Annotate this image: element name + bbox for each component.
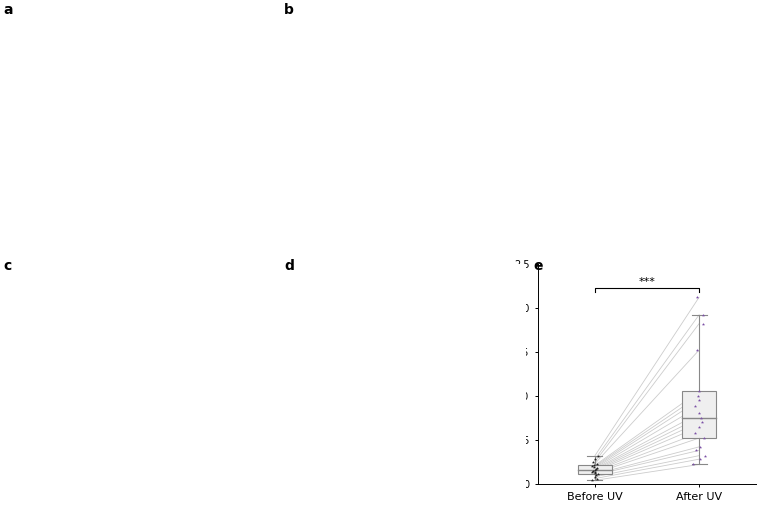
Point xyxy=(695,414,707,422)
Bar xyxy=(578,465,611,474)
Point xyxy=(694,443,706,451)
Point xyxy=(591,459,604,467)
Y-axis label: Number of FGF2 (μm⁻²): Number of FGF2 (μm⁻²) xyxy=(500,312,510,435)
Point xyxy=(699,452,711,460)
Point xyxy=(690,293,703,301)
Point xyxy=(693,387,705,395)
Point xyxy=(588,455,601,463)
Point xyxy=(589,465,601,474)
Point xyxy=(591,452,604,460)
Point xyxy=(690,402,702,411)
Point xyxy=(588,473,601,481)
Point xyxy=(687,460,700,468)
Point xyxy=(586,462,598,471)
Point xyxy=(587,458,599,466)
Point xyxy=(588,461,600,470)
Point xyxy=(698,434,710,442)
Text: a: a xyxy=(4,3,13,16)
Text: b: b xyxy=(284,3,294,16)
Point xyxy=(588,463,601,471)
Text: c: c xyxy=(4,259,12,272)
Point xyxy=(590,471,602,479)
Point xyxy=(586,467,598,476)
Text: ***: *** xyxy=(639,276,655,287)
Point xyxy=(693,409,705,417)
Point xyxy=(586,476,598,484)
Point xyxy=(697,319,710,328)
Text: e: e xyxy=(534,259,543,272)
Point xyxy=(691,392,703,400)
Point xyxy=(589,469,601,477)
Point xyxy=(694,455,707,463)
Bar xyxy=(683,391,716,438)
Point xyxy=(590,465,602,473)
Point xyxy=(588,466,600,475)
Point xyxy=(693,396,705,404)
Point xyxy=(592,470,604,478)
Point xyxy=(691,346,703,354)
Text: d: d xyxy=(284,259,294,272)
Point xyxy=(589,468,601,477)
Point xyxy=(591,475,603,483)
Point xyxy=(591,464,603,472)
Point xyxy=(690,446,702,455)
Point xyxy=(696,418,708,426)
Point xyxy=(697,311,709,319)
Point xyxy=(688,429,700,437)
Point xyxy=(694,422,706,431)
